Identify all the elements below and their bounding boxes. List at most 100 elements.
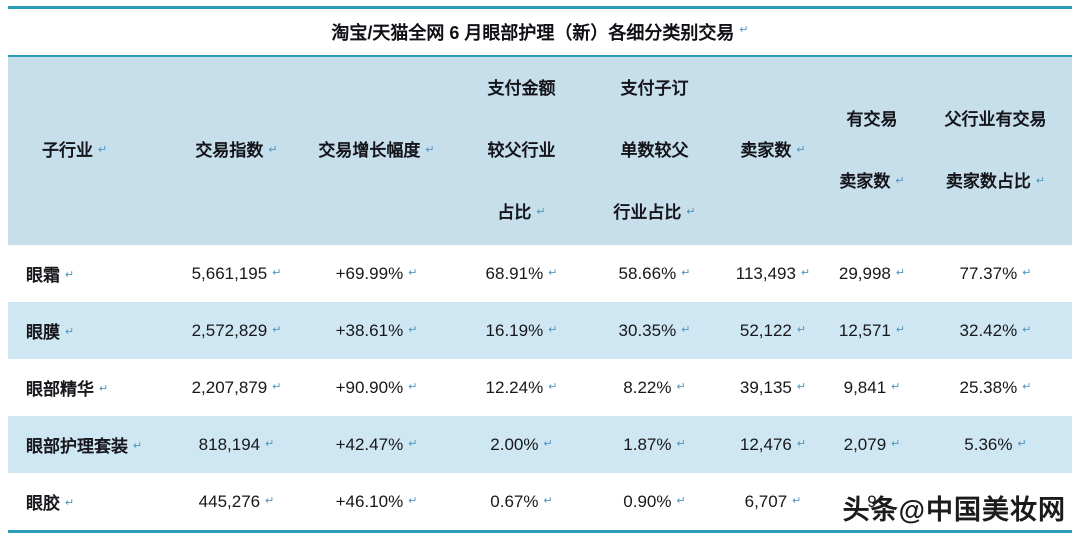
return-mark-icon: ↵ (792, 494, 802, 507)
return-mark-icon: ↵ (895, 266, 906, 279)
table-cell: +42.47% ↵ (335, 434, 418, 454)
column-header-parent-active-seller-ratio: 父行业有交易 卖家数占比 ↵ (919, 57, 1072, 245)
table-cell: 113,493 ↵ (735, 263, 811, 283)
return-mark-icon: ↵ (425, 144, 435, 156)
return-mark-icon: ↵ (1022, 266, 1032, 279)
return-mark-icon: ↵ (99, 383, 109, 395)
return-mark-icon: ↵ (408, 494, 418, 507)
table-cell: 2,572,829 ↵ (191, 320, 282, 340)
table-cell: 32.42% ↵ (959, 320, 1032, 340)
table-cell: 1.87% ↵ (623, 434, 686, 454)
return-mark-icon: ↵ (739, 23, 749, 36)
return-mark-icon: ↵ (891, 437, 901, 450)
return-mark-icon: ↵ (895, 175, 905, 187)
table-header-row: 子行业 ↵ 交易指数 ↵ 交易增长幅度 ↵ 支付金额 较父行业 占比 ↵ 支付子订 单数… (8, 57, 1072, 245)
table-cell: 9 (867, 491, 877, 511)
return-mark-icon: ↵ (548, 323, 558, 336)
table-row: 眼霜 ↵ 5,661,195 ↵ +69.99% ↵ 68.91% ↵ 58.66% ↵ … (8, 245, 1072, 302)
table-cell: 29,998 ↵ (838, 263, 906, 283)
table-frame: 淘宝/天猫全网 6 月眼部护理（新）各细分类别交易 ↵ 子行业 ↵ 交易指数 ↵ 交易… (8, 6, 1072, 533)
return-mark-icon: ↵ (1035, 175, 1046, 187)
table-cell: 818,194 ↵ (198, 434, 275, 454)
table-cell: 30.35% ↵ (618, 320, 691, 340)
table-cell: +38.61% ↵ (335, 320, 418, 340)
return-mark-icon: ↵ (272, 323, 282, 336)
row-label: 眼部护理套装 ↵ (26, 437, 143, 456)
table-cell: 9,841 ↵ (843, 377, 901, 397)
column-header-sub-industry: 子行业 ↵ (8, 57, 175, 245)
return-mark-icon: ↵ (681, 266, 691, 279)
row-label: 眼膜 ↵ (26, 323, 75, 342)
column-header-payment-amount-ratio: 支付金额 较父行业 占比 ↵ (455, 57, 588, 245)
row-label: 眼霜 ↵ (26, 266, 75, 285)
return-mark-icon: ↵ (895, 323, 906, 336)
return-mark-icon: ↵ (408, 266, 418, 279)
table-cell: 6,707 ↵ (744, 491, 802, 511)
column-header-seller-count: 卖家数 ↵ (721, 57, 825, 245)
return-mark-icon: ↵ (681, 323, 691, 336)
table-cell: 5,661,195 ↵ (191, 263, 282, 283)
row-label: 眼部精华 ↵ (26, 380, 109, 399)
table-cell: 25.38% ↵ (959, 377, 1032, 397)
return-mark-icon: ↵ (796, 437, 807, 450)
table-row: 眼胶 ↵ 445,276 ↵ +46.10% ↵ 0.67% ↵ 0.90% ↵ 6,70… (8, 473, 1072, 532)
return-mark-icon: ↵ (686, 206, 696, 218)
return-mark-icon: ↵ (265, 437, 275, 450)
return-mark-icon: ↵ (543, 494, 553, 507)
return-mark-icon: ↵ (65, 269, 75, 281)
return-mark-icon: ↵ (272, 266, 282, 279)
return-mark-icon: ↵ (676, 380, 686, 393)
return-mark-icon: ↵ (796, 323, 807, 336)
return-mark-icon: ↵ (272, 380, 282, 393)
table-row: 眼膜 ↵ 2,572,829 ↵ +38.61% ↵ 16.19% ↵ 30.35% ↵ … (8, 302, 1072, 359)
return-mark-icon: ↵ (536, 206, 546, 218)
return-mark-icon: ↵ (268, 144, 278, 156)
table-cell: 52,122 ↵ (739, 320, 807, 340)
return-mark-icon: ↵ (133, 440, 143, 452)
return-mark-icon: ↵ (676, 494, 686, 507)
table-cell: 39,135 ↵ (739, 377, 807, 397)
table-cell: 2.00% ↵ (490, 434, 553, 454)
return-mark-icon: ↵ (891, 380, 901, 393)
return-mark-icon: ↵ (408, 380, 418, 393)
table-cell: +90.90% ↵ (335, 377, 418, 397)
return-mark-icon: ↵ (1022, 380, 1032, 393)
table-cell: +46.10% ↵ (335, 491, 418, 511)
table-cell: 5.36% ↵ (964, 434, 1027, 454)
return-mark-icon: ↵ (65, 326, 75, 338)
return-mark-icon: ↵ (1017, 437, 1027, 450)
table-title-text: 淘宝/天猫全网 6 月眼部护理（新）各细分类别交易 (331, 23, 735, 43)
table-cell: 445,276 ↵ (198, 491, 275, 511)
return-mark-icon: ↵ (408, 437, 418, 450)
table-title: 淘宝/天猫全网 6 月眼部护理（新）各细分类别交易 ↵ (8, 6, 1072, 57)
return-mark-icon: ↵ (796, 144, 806, 156)
return-mark-icon: ↵ (98, 144, 108, 156)
return-mark-icon: ↵ (265, 494, 275, 507)
table-cell: 12,476 ↵ (739, 434, 807, 454)
table-cell: 2,079 ↵ (843, 434, 901, 454)
return-mark-icon: ↵ (543, 437, 553, 450)
table-cell: 16.19% ↵ (485, 320, 558, 340)
table-cell: 0.67% ↵ (490, 491, 553, 511)
table-cell: 12.24% ↵ (485, 377, 558, 397)
column-header-trade-growth: 交易增长幅度 ↵ (298, 57, 455, 245)
watermark: 头条@中国美妆网 (842, 495, 1066, 525)
table-row: 眼部精华 ↵ 2,207,879 ↵ +90.90% ↵ 12.24% ↵ 8.22% ↵… (8, 359, 1072, 416)
return-mark-icon: ↵ (676, 437, 686, 450)
table-cell: 12,571 ↵ (838, 320, 906, 340)
return-mark-icon: ↵ (548, 266, 558, 279)
table-cell: 77.37% ↵ (959, 263, 1032, 283)
table-cell: 58.66% ↵ (618, 263, 691, 283)
table-cell: 8.22% ↵ (623, 377, 686, 397)
column-header-trade-index: 交易指数 ↵ (175, 57, 298, 245)
column-header-sub-order-ratio: 支付子订 单数较父 行业占比 ↵ (588, 57, 721, 245)
return-mark-icon: ↵ (65, 497, 75, 509)
table-cell: 0.90% ↵ (623, 491, 686, 511)
table-cell: +69.99% ↵ (335, 263, 418, 283)
table-cell: 68.91% ↵ (485, 263, 558, 283)
row-label: 眼胶 ↵ (26, 494, 75, 513)
table-row: 眼部护理套装 ↵ 818,194 ↵ +42.47% ↵ 2.00% ↵ 1.87% ↵ … (8, 416, 1072, 473)
return-mark-icon: ↵ (796, 380, 807, 393)
return-mark-icon: ↵ (548, 380, 558, 393)
return-mark-icon: ↵ (800, 266, 811, 279)
